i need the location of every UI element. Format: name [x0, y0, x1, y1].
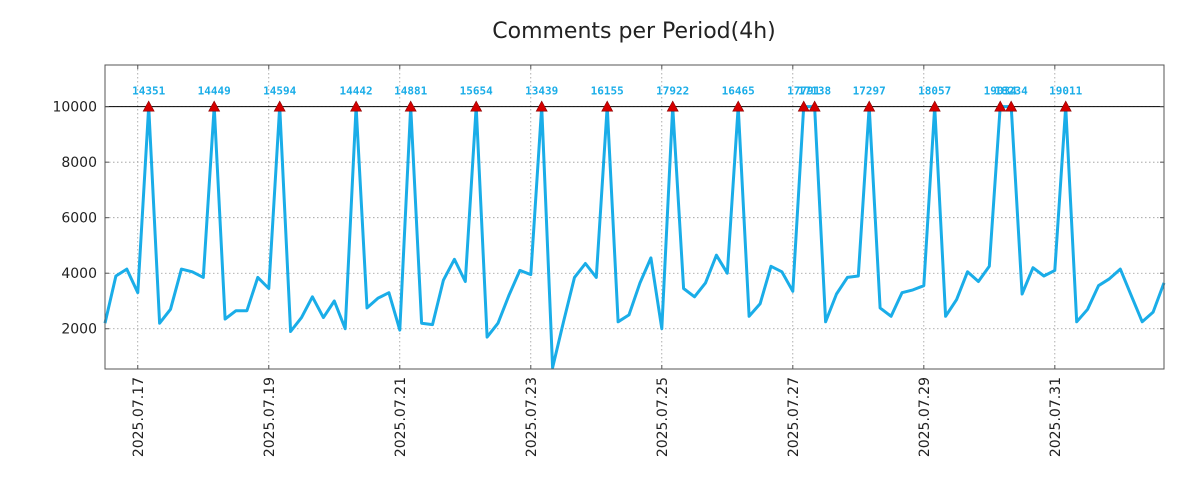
peak-marker-layer — [142, 100, 1072, 112]
peak-marker — [350, 100, 363, 112]
x-axis: 2025.07.17 2025.07.19 2025.07.21 2025.07.23… — [131, 65, 1064, 457]
y-tick-label: 4000 — [61, 266, 97, 282]
peak-label: 17791 — [787, 85, 820, 98]
y-axis: 2000 4000 6000 8000 10000 — [52, 100, 1164, 338]
peak-label-layer: 14351 14449 14594 14442 14881 15654 13439 16155… — [132, 85, 1083, 98]
x-tick-label: 2025.07.21 — [393, 377, 409, 457]
peak-label: 18234 — [995, 85, 1028, 98]
plot-frame — [104, 64, 1165, 370]
peak-marker — [732, 100, 745, 112]
peak-label: 19011 — [1049, 85, 1082, 98]
peak-marker — [666, 100, 679, 112]
x-tick-label: 2025.07.25 — [655, 377, 671, 457]
x-tick-label: 2025.07.17 — [131, 377, 147, 457]
peak-marker — [273, 100, 286, 112]
peak-marker — [994, 100, 1007, 112]
peak-label: 16155 — [591, 85, 624, 98]
y-tick-label: 8000 — [61, 155, 97, 171]
peak-label: 16465 — [722, 85, 755, 98]
peak-label: 14881 — [394, 85, 427, 98]
peak-marker — [208, 100, 221, 112]
series-line — [103, 105, 1166, 370]
peak-marker — [863, 100, 876, 112]
peak-label: 13439 — [525, 85, 558, 98]
peak-label: 17922 — [656, 85, 689, 98]
y-tick-label: 6000 — [61, 211, 97, 227]
peak-label: 14449 — [198, 85, 231, 98]
y-tick-label: 2000 — [61, 322, 97, 338]
peak-marker — [808, 100, 821, 112]
y-tick-label: 10000 — [52, 100, 97, 116]
peak-label: 14594 — [263, 85, 296, 98]
x-tick-label: 2025.07.31 — [1048, 377, 1064, 457]
x-tick-label: 2025.07.23 — [524, 377, 540, 457]
peak-label: 14442 — [340, 85, 373, 98]
peak-marker — [470, 100, 483, 112]
x-tick-label: 2025.07.29 — [917, 377, 933, 457]
peak-marker — [1005, 100, 1018, 112]
peak-marker — [142, 100, 155, 112]
peak-marker — [535, 100, 548, 112]
peak-label: 14351 — [132, 85, 165, 98]
peak-marker — [1059, 100, 1072, 112]
x-tick-label: 2025.07.27 — [786, 377, 802, 457]
peak-label: 18057 — [918, 85, 951, 98]
peak-label: 19034 — [984, 85, 1017, 98]
peak-marker — [601, 100, 614, 112]
peak-marker — [928, 100, 941, 112]
peak-marker — [797, 100, 810, 112]
series-line-layer — [103, 105, 1166, 370]
peak-marker — [404, 100, 417, 112]
peak-label: 15654 — [460, 85, 493, 98]
x-tick-label: 2025.07.19 — [262, 377, 278, 457]
peak-label: 17138 — [798, 85, 831, 98]
chart-title: Comments per Period(4h) — [492, 19, 776, 44]
peak-label: 17297 — [853, 85, 886, 98]
